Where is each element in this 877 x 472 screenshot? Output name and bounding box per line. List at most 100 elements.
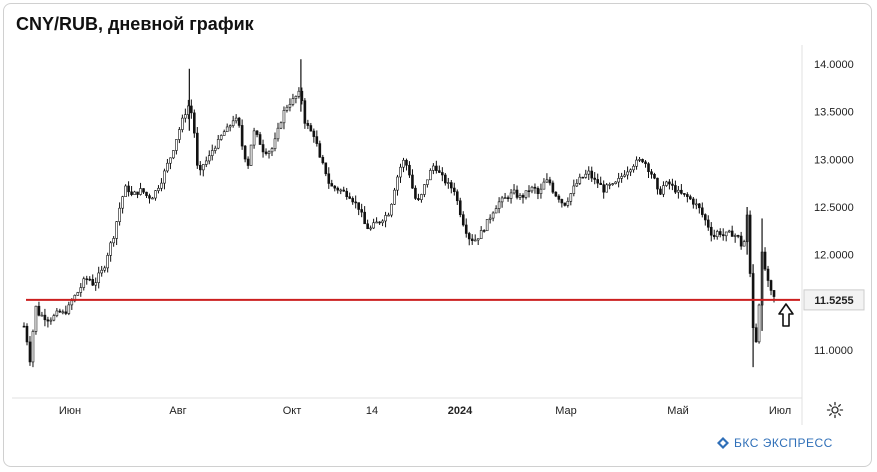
candle (100, 265, 103, 277)
candle (169, 157, 172, 170)
candle (25, 323, 29, 346)
x-tick-label: Июл (769, 405, 791, 417)
candle (712, 229, 716, 240)
candle (336, 186, 340, 194)
candle (638, 157, 641, 163)
candle (178, 127, 181, 144)
axis-separators (12, 45, 803, 425)
candle (554, 191, 558, 198)
candle (602, 180, 605, 199)
candle (632, 164, 635, 173)
candle (106, 252, 109, 273)
candle (479, 226, 483, 239)
candle (596, 173, 600, 189)
y-tick-label: 14.0000 (814, 59, 854, 71)
candle (190, 99, 193, 119)
candle (34, 305, 38, 335)
candle (560, 198, 564, 208)
candle (671, 178, 674, 191)
candle (252, 127, 256, 149)
candle (766, 265, 770, 288)
candle (297, 87, 301, 99)
y-axis: 14.0000 13.5000 13.0000 12.5000 12.0000 11.00… (814, 59, 854, 357)
candle (641, 158, 644, 164)
x-tick-label: 14 (366, 405, 378, 417)
candle (438, 165, 441, 174)
candle (345, 187, 349, 200)
candle (294, 95, 298, 104)
candle (237, 116, 241, 128)
candle (216, 134, 220, 150)
candle (715, 229, 719, 240)
price-label: 11.5255 (814, 295, 853, 307)
candle (396, 174, 399, 196)
chart-title: CNY/RUB, дневной график (16, 14, 254, 34)
candle (384, 211, 387, 228)
candle (452, 182, 456, 196)
x-tick-label: Мар (555, 405, 577, 417)
candle (315, 130, 319, 147)
candle (449, 180, 453, 194)
gear-icon[interactable] (826, 401, 844, 419)
candle (82, 276, 86, 291)
candle (330, 179, 334, 187)
candle (91, 274, 95, 287)
candle (662, 181, 665, 198)
candle (264, 148, 268, 156)
candle (198, 161, 202, 176)
candle (85, 275, 89, 285)
candle (402, 157, 405, 173)
candle (420, 193, 423, 203)
candle (49, 317, 53, 325)
y-tick-label: 11.0000 (814, 345, 853, 357)
candle (727, 229, 731, 233)
candle (354, 195, 357, 209)
candle (97, 266, 101, 289)
candle (467, 231, 471, 246)
candle (599, 176, 602, 185)
candle (674, 180, 677, 194)
candle (429, 168, 432, 181)
candle (447, 177, 450, 189)
candle (261, 139, 265, 158)
candle (175, 139, 178, 155)
candle (763, 247, 767, 271)
candle (620, 172, 623, 183)
candle (222, 129, 226, 136)
candle (339, 188, 343, 195)
candle (357, 202, 360, 216)
candle (769, 279, 773, 296)
candle (40, 311, 44, 317)
candle (569, 193, 573, 206)
candle (405, 158, 408, 171)
x-tick-label: Май (667, 405, 689, 417)
arrow-up-icon (778, 303, 794, 327)
x-tick-label: Окт (283, 405, 302, 417)
candle (551, 180, 555, 194)
candle (444, 172, 447, 186)
candle (399, 163, 402, 183)
candle (139, 182, 142, 196)
candle (154, 190, 157, 201)
candle (163, 168, 166, 190)
candle (204, 156, 208, 168)
candle (503, 192, 507, 199)
candle (677, 185, 680, 199)
candle (417, 193, 420, 202)
candle (733, 233, 737, 243)
candle (485, 219, 489, 232)
y-tick-label: 12.0000 (814, 250, 854, 262)
candle (703, 213, 707, 226)
candle (590, 166, 594, 182)
candle (166, 158, 169, 173)
candle (378, 221, 381, 225)
candle (88, 276, 92, 282)
candle (64, 305, 68, 316)
candle (548, 176, 552, 186)
candle (243, 144, 247, 163)
candle (151, 196, 154, 200)
candle (500, 195, 504, 208)
candle (136, 191, 139, 199)
candle (700, 202, 704, 218)
